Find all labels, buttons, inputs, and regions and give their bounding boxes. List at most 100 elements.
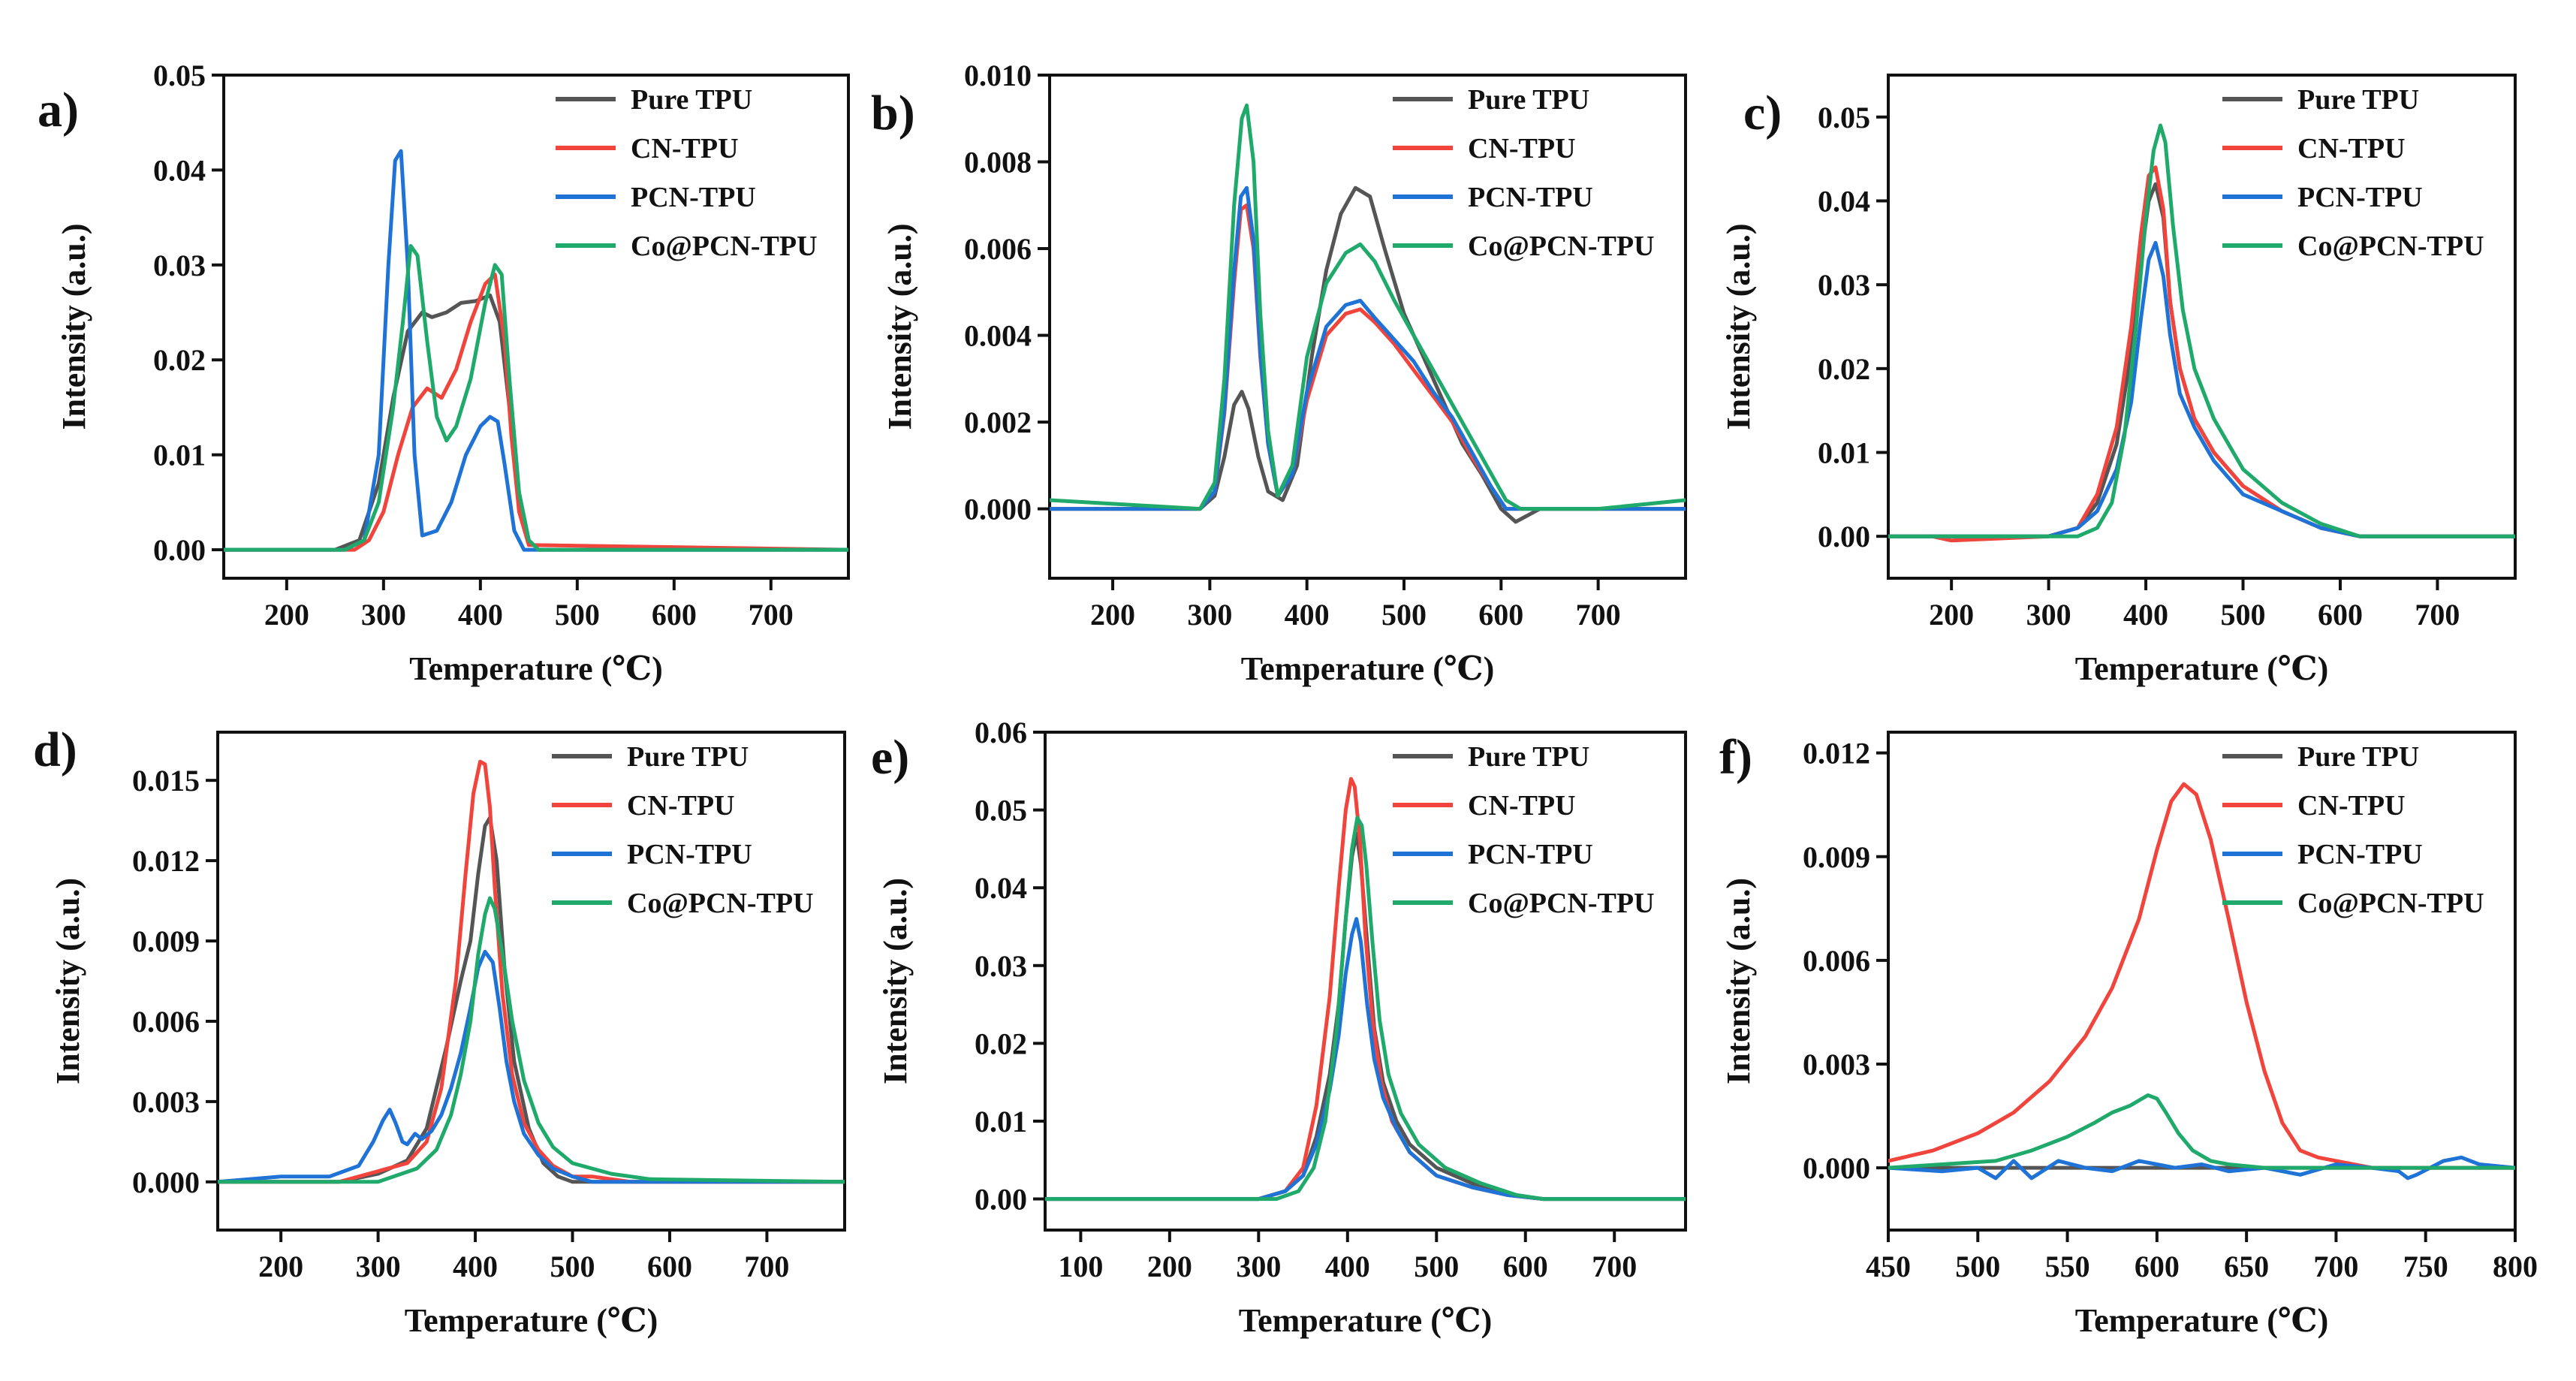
- y-tick-label: 0.05: [153, 59, 206, 92]
- x-tick-label: 500: [1955, 1250, 2000, 1283]
- series-line-pcn-tpu: [1888, 1155, 2515, 1180]
- panel-label: f): [1719, 730, 1752, 785]
- x-tick-label: 450: [1866, 1250, 1911, 1283]
- y-tick-label: 0.000: [1803, 1151, 1870, 1185]
- y-tick-label: 0.02: [1818, 352, 1870, 386]
- y-tick-label: 0.05: [1818, 101, 1870, 134]
- x-tick-label: 700: [2313, 1250, 2358, 1283]
- x-tick-label: 650: [2224, 1250, 2269, 1283]
- y-tick-label: 0.01: [1818, 436, 1870, 470]
- y-tick-label: 0.02: [153, 343, 206, 377]
- x-tick-label: 400: [1325, 1250, 1370, 1283]
- legend-label: CN-TPU: [1468, 133, 1576, 164]
- x-tick-label: 500: [550, 1250, 595, 1283]
- x-tick-label: 600: [652, 598, 697, 632]
- plot-frame: [1048, 74, 1687, 580]
- series-line-pcn-tpu: [1050, 185, 1686, 511]
- series-line-pcn-tpu: [224, 149, 848, 552]
- y-tick-label: 0.015: [132, 764, 200, 798]
- panel-label: d): [33, 722, 77, 777]
- y-axis-title: Intensity (a.u.): [1720, 223, 1757, 430]
- x-axis-title: Temperature (℃): [1239, 1302, 1492, 1339]
- y-tick-label: 0.000: [964, 493, 1032, 526]
- plot-frame: [1887, 731, 2517, 1232]
- legend-label: Co@PCN-TPU: [2297, 231, 2484, 262]
- y-axis-title: Intensity (a.u.): [56, 223, 92, 430]
- x-tick-label: 500: [1414, 1250, 1459, 1283]
- x-tick-label: 500: [555, 598, 600, 632]
- y-tick-label: 0.006: [964, 232, 1032, 266]
- series-line-pure-tpu: [218, 816, 845, 1184]
- series-line-co-pcn-tpu: [1045, 816, 1686, 1202]
- legend-label: Co@PCN-TPU: [2297, 888, 2484, 919]
- plot-frame: [222, 74, 850, 580]
- series-line-cn-tpu: [1888, 165, 2515, 543]
- panel-label: b): [871, 86, 915, 140]
- chart-panel-1: 200 300 400 500 600 700 0.00 0.01 0.02 0.03 0.04 0.…: [38, 59, 850, 687]
- series-line-co-pcn-tpu: [1888, 1093, 2515, 1170]
- x-tick-label: 750: [2403, 1250, 2448, 1283]
- legend-label: PCN-TPU: [1468, 182, 1593, 213]
- x-axis-title: Temperature (℃): [409, 650, 662, 687]
- y-tick-label: 0.009: [132, 924, 200, 958]
- x-tick-label: 800: [2493, 1250, 2538, 1283]
- y-tick-label: 0.009: [1803, 840, 1870, 874]
- x-tick-label: 600: [647, 1250, 692, 1283]
- x-tick-label: 600: [1503, 1250, 1548, 1283]
- x-tick-label: 500: [2221, 598, 2266, 632]
- x-tick-label: 700: [744, 1250, 789, 1283]
- y-axis-title: Intensity (a.u.): [1720, 878, 1757, 1084]
- legend-label: CN-TPU: [1468, 790, 1576, 822]
- series-line-pcn-tpu: [1045, 917, 1686, 1202]
- x-axis-title: Temperature (℃): [2075, 1302, 2328, 1339]
- legend-label: Pure TPU: [627, 741, 749, 773]
- plot-frame: [216, 731, 846, 1232]
- x-tick-label: 700: [2415, 598, 2460, 632]
- y-tick-label: 0.003: [1803, 1048, 1870, 1081]
- x-tick-label: 500: [1381, 598, 1427, 632]
- x-tick-label: 400: [2123, 598, 2168, 632]
- chart-panel-6: 450 500 550 600 650 700 750 800 0.000 0.003 0.006 0…: [1719, 730, 2538, 1339]
- y-tick-label: 0.003: [132, 1085, 200, 1119]
- series-line-cn-tpu: [224, 273, 848, 552]
- y-tick-label: 0.05: [975, 794, 1027, 828]
- legend-label: Co@PCN-TPU: [1468, 231, 1655, 262]
- plot-frame: [1887, 74, 2517, 580]
- y-tick-label: 0.008: [964, 146, 1032, 179]
- series-line-co-pcn-tpu: [218, 896, 845, 1184]
- series-line-co-pcn-tpu: [1050, 103, 1686, 511]
- y-axis-title: Intensity (a.u.): [50, 878, 86, 1084]
- x-tick-label: 200: [264, 598, 309, 632]
- legend-label: Pure TPU: [631, 84, 752, 116]
- legend-label: Pure TPU: [2297, 84, 2419, 116]
- panel-label: a): [38, 83, 79, 137]
- y-tick-label: 0.03: [975, 949, 1027, 983]
- y-tick-label: 0.00: [1818, 520, 1870, 553]
- y-tick-label: 0.012: [132, 844, 200, 878]
- x-tick-label: 200: [1929, 598, 1974, 632]
- x-tick-label: 400: [458, 598, 503, 632]
- legend-label: CN-TPU: [627, 790, 735, 822]
- y-tick-label: 0.00: [153, 533, 206, 567]
- y-tick-label: 0.03: [153, 249, 206, 282]
- y-tick-label: 0.006: [132, 1005, 200, 1039]
- legend-label: Co@PCN-TPU: [627, 888, 814, 919]
- legend-label: Pure TPU: [1468, 741, 1589, 773]
- series-line-cn-tpu: [1888, 782, 2515, 1170]
- chart-panel-5: 100 200 300 400 500 600 700 0.00 0.01 0.02 0.03 0.0…: [871, 716, 1687, 1339]
- series-line-co-pcn-tpu: [1888, 123, 2515, 538]
- y-tick-label: 0.03: [1818, 268, 1870, 302]
- x-axis-title: Temperature (℃): [2075, 650, 2328, 687]
- legend-label: PCN-TPU: [631, 182, 756, 213]
- x-tick-label: 700: [1592, 1250, 1637, 1283]
- chart-panel-2: 200 300 400 500 600 700 0.000 0.002 0.004 0.006 0.…: [871, 59, 1687, 687]
- x-tick-label: 100: [1058, 1250, 1103, 1283]
- series-line-pcn-tpu: [218, 949, 845, 1184]
- x-tick-label: 200: [1090, 598, 1135, 632]
- y-axis-title: Intensity (a.u.): [877, 878, 914, 1084]
- x-tick-label: 300: [356, 1250, 401, 1283]
- series-line-co-pcn-tpu: [224, 244, 848, 552]
- y-tick-label: 0.04: [1818, 185, 1870, 219]
- x-axis-title: Temperature (℃): [1241, 650, 1494, 687]
